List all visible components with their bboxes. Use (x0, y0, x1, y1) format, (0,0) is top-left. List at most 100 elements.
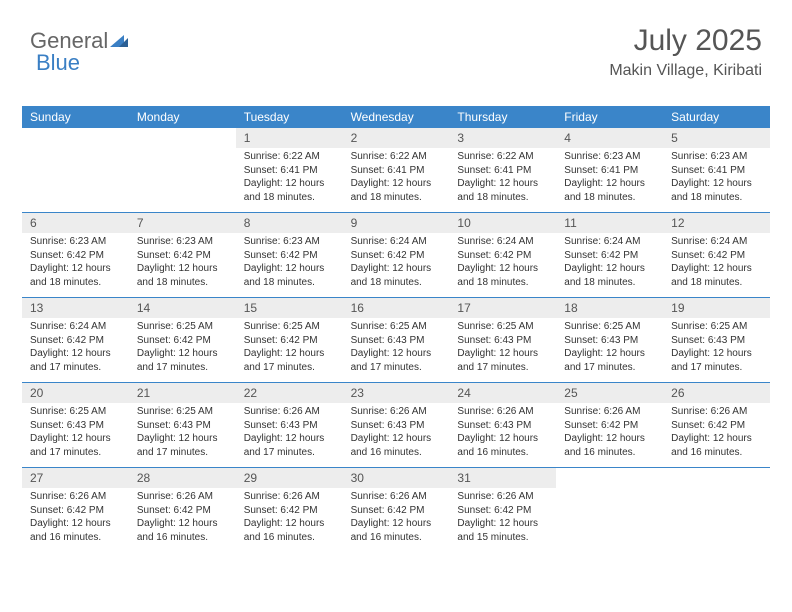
calendar-day: 16Sunrise: 6:25 AMSunset: 6:43 PMDayligh… (343, 298, 450, 382)
day-details: Sunrise: 6:26 AMSunset: 6:42 PMDaylight:… (556, 403, 663, 467)
day-number: 9 (343, 213, 450, 233)
calendar-day: 23Sunrise: 6:26 AMSunset: 6:43 PMDayligh… (343, 383, 450, 467)
day-details: Sunrise: 6:26 AMSunset: 6:42 PMDaylight:… (343, 488, 450, 552)
day-number: 26 (663, 383, 770, 403)
day-details: Sunrise: 6:26 AMSunset: 6:43 PMDaylight:… (343, 403, 450, 467)
day-number: 2 (343, 128, 450, 148)
calendar-day: 6Sunrise: 6:23 AMSunset: 6:42 PMDaylight… (22, 213, 129, 297)
calendar-day: 4Sunrise: 6:23 AMSunset: 6:41 PMDaylight… (556, 128, 663, 212)
calendar-day: 3Sunrise: 6:22 AMSunset: 6:41 PMDaylight… (449, 128, 556, 212)
calendar-day: 8Sunrise: 6:23 AMSunset: 6:42 PMDaylight… (236, 213, 343, 297)
day-number: 19 (663, 298, 770, 318)
calendar-day: 15Sunrise: 6:25 AMSunset: 6:42 PMDayligh… (236, 298, 343, 382)
day-details: Sunrise: 6:22 AMSunset: 6:41 PMDaylight:… (343, 148, 450, 212)
weekday-label: Sunday (22, 106, 129, 128)
day-details: Sunrise: 6:23 AMSunset: 6:42 PMDaylight:… (236, 233, 343, 297)
day-number: 6 (22, 213, 129, 233)
weekday-label: Monday (129, 106, 236, 128)
calendar-day: 7Sunrise: 6:23 AMSunset: 6:42 PMDaylight… (129, 213, 236, 297)
day-details: Sunrise: 6:25 AMSunset: 6:43 PMDaylight:… (343, 318, 450, 382)
day-details: Sunrise: 6:24 AMSunset: 6:42 PMDaylight:… (663, 233, 770, 297)
day-number: 20 (22, 383, 129, 403)
calendar-body: 1Sunrise: 6:22 AMSunset: 6:41 PMDaylight… (22, 128, 770, 552)
calendar: SundayMondayTuesdayWednesdayThursdayFrid… (22, 106, 770, 552)
day-number: 30 (343, 468, 450, 488)
day-details: Sunrise: 6:25 AMSunset: 6:43 PMDaylight:… (22, 403, 129, 467)
day-number: 22 (236, 383, 343, 403)
location-label: Makin Village, Kiribati (609, 62, 762, 80)
day-number: 17 (449, 298, 556, 318)
day-number: 12 (663, 213, 770, 233)
day-details: Sunrise: 6:24 AMSunset: 6:42 PMDaylight:… (449, 233, 556, 297)
day-details: Sunrise: 6:26 AMSunset: 6:42 PMDaylight:… (22, 488, 129, 552)
day-details: Sunrise: 6:26 AMSunset: 6:42 PMDaylight:… (449, 488, 556, 552)
day-number: 5 (663, 128, 770, 148)
logo-text-2: Blue (36, 50, 80, 76)
day-number: 23 (343, 383, 450, 403)
calendar-week: 27Sunrise: 6:26 AMSunset: 6:42 PMDayligh… (22, 467, 770, 552)
weekday-label: Tuesday (236, 106, 343, 128)
calendar-day: 5Sunrise: 6:23 AMSunset: 6:41 PMDaylight… (663, 128, 770, 212)
day-details: Sunrise: 6:26 AMSunset: 6:42 PMDaylight:… (663, 403, 770, 467)
weekday-label: Wednesday (343, 106, 450, 128)
day-number: 21 (129, 383, 236, 403)
calendar-day: 29Sunrise: 6:26 AMSunset: 6:42 PMDayligh… (236, 468, 343, 552)
calendar-day (129, 128, 236, 212)
day-number: 11 (556, 213, 663, 233)
day-number: 8 (236, 213, 343, 233)
day-details: Sunrise: 6:26 AMSunset: 6:42 PMDaylight:… (236, 488, 343, 552)
calendar-day: 31Sunrise: 6:26 AMSunset: 6:42 PMDayligh… (449, 468, 556, 552)
calendar-day: 11Sunrise: 6:24 AMSunset: 6:42 PMDayligh… (556, 213, 663, 297)
day-number: 3 (449, 128, 556, 148)
weekday-label: Friday (556, 106, 663, 128)
calendar-day: 22Sunrise: 6:26 AMSunset: 6:43 PMDayligh… (236, 383, 343, 467)
calendar-day: 1Sunrise: 6:22 AMSunset: 6:41 PMDaylight… (236, 128, 343, 212)
day-details: Sunrise: 6:23 AMSunset: 6:42 PMDaylight:… (22, 233, 129, 297)
logo-icon (110, 33, 128, 49)
header: July 2025 Makin Village, Kiribati (609, 24, 762, 80)
day-details: Sunrise: 6:25 AMSunset: 6:43 PMDaylight:… (556, 318, 663, 382)
day-details: Sunrise: 6:25 AMSunset: 6:43 PMDaylight:… (129, 403, 236, 467)
day-number: 13 (22, 298, 129, 318)
day-details: Sunrise: 6:23 AMSunset: 6:41 PMDaylight:… (556, 148, 663, 212)
day-number: 10 (449, 213, 556, 233)
weekday-label: Thursday (449, 106, 556, 128)
calendar-day: 14Sunrise: 6:25 AMSunset: 6:42 PMDayligh… (129, 298, 236, 382)
day-number: 15 (236, 298, 343, 318)
calendar-week: 20Sunrise: 6:25 AMSunset: 6:43 PMDayligh… (22, 382, 770, 467)
day-details: Sunrise: 6:25 AMSunset: 6:43 PMDaylight:… (663, 318, 770, 382)
calendar-day: 25Sunrise: 6:26 AMSunset: 6:42 PMDayligh… (556, 383, 663, 467)
day-details: Sunrise: 6:22 AMSunset: 6:41 PMDaylight:… (236, 148, 343, 212)
calendar-week: 1Sunrise: 6:22 AMSunset: 6:41 PMDaylight… (22, 128, 770, 212)
calendar-day: 28Sunrise: 6:26 AMSunset: 6:42 PMDayligh… (129, 468, 236, 552)
day-details: Sunrise: 6:22 AMSunset: 6:41 PMDaylight:… (449, 148, 556, 212)
day-details: Sunrise: 6:24 AMSunset: 6:42 PMDaylight:… (343, 233, 450, 297)
day-details: Sunrise: 6:25 AMSunset: 6:42 PMDaylight:… (236, 318, 343, 382)
calendar-week: 6Sunrise: 6:23 AMSunset: 6:42 PMDaylight… (22, 212, 770, 297)
calendar-day: 17Sunrise: 6:25 AMSunset: 6:43 PMDayligh… (449, 298, 556, 382)
day-details: Sunrise: 6:25 AMSunset: 6:42 PMDaylight:… (129, 318, 236, 382)
calendar-day: 19Sunrise: 6:25 AMSunset: 6:43 PMDayligh… (663, 298, 770, 382)
calendar-week: 13Sunrise: 6:24 AMSunset: 6:42 PMDayligh… (22, 297, 770, 382)
calendar-day: 10Sunrise: 6:24 AMSunset: 6:42 PMDayligh… (449, 213, 556, 297)
day-number: 29 (236, 468, 343, 488)
calendar-day: 2Sunrise: 6:22 AMSunset: 6:41 PMDaylight… (343, 128, 450, 212)
day-number: 28 (129, 468, 236, 488)
day-number: 16 (343, 298, 450, 318)
day-number: 25 (556, 383, 663, 403)
page-title: July 2025 (609, 24, 762, 58)
day-details: Sunrise: 6:25 AMSunset: 6:43 PMDaylight:… (449, 318, 556, 382)
day-details: Sunrise: 6:26 AMSunset: 6:43 PMDaylight:… (236, 403, 343, 467)
day-number: 14 (129, 298, 236, 318)
calendar-day: 12Sunrise: 6:24 AMSunset: 6:42 PMDayligh… (663, 213, 770, 297)
calendar-day: 27Sunrise: 6:26 AMSunset: 6:42 PMDayligh… (22, 468, 129, 552)
day-number: 31 (449, 468, 556, 488)
calendar-day: 18Sunrise: 6:25 AMSunset: 6:43 PMDayligh… (556, 298, 663, 382)
calendar-day: 21Sunrise: 6:25 AMSunset: 6:43 PMDayligh… (129, 383, 236, 467)
day-number: 1 (236, 128, 343, 148)
calendar-day: 24Sunrise: 6:26 AMSunset: 6:43 PMDayligh… (449, 383, 556, 467)
day-number: 24 (449, 383, 556, 403)
day-number: 18 (556, 298, 663, 318)
calendar-day (22, 128, 129, 212)
day-number: 4 (556, 128, 663, 148)
